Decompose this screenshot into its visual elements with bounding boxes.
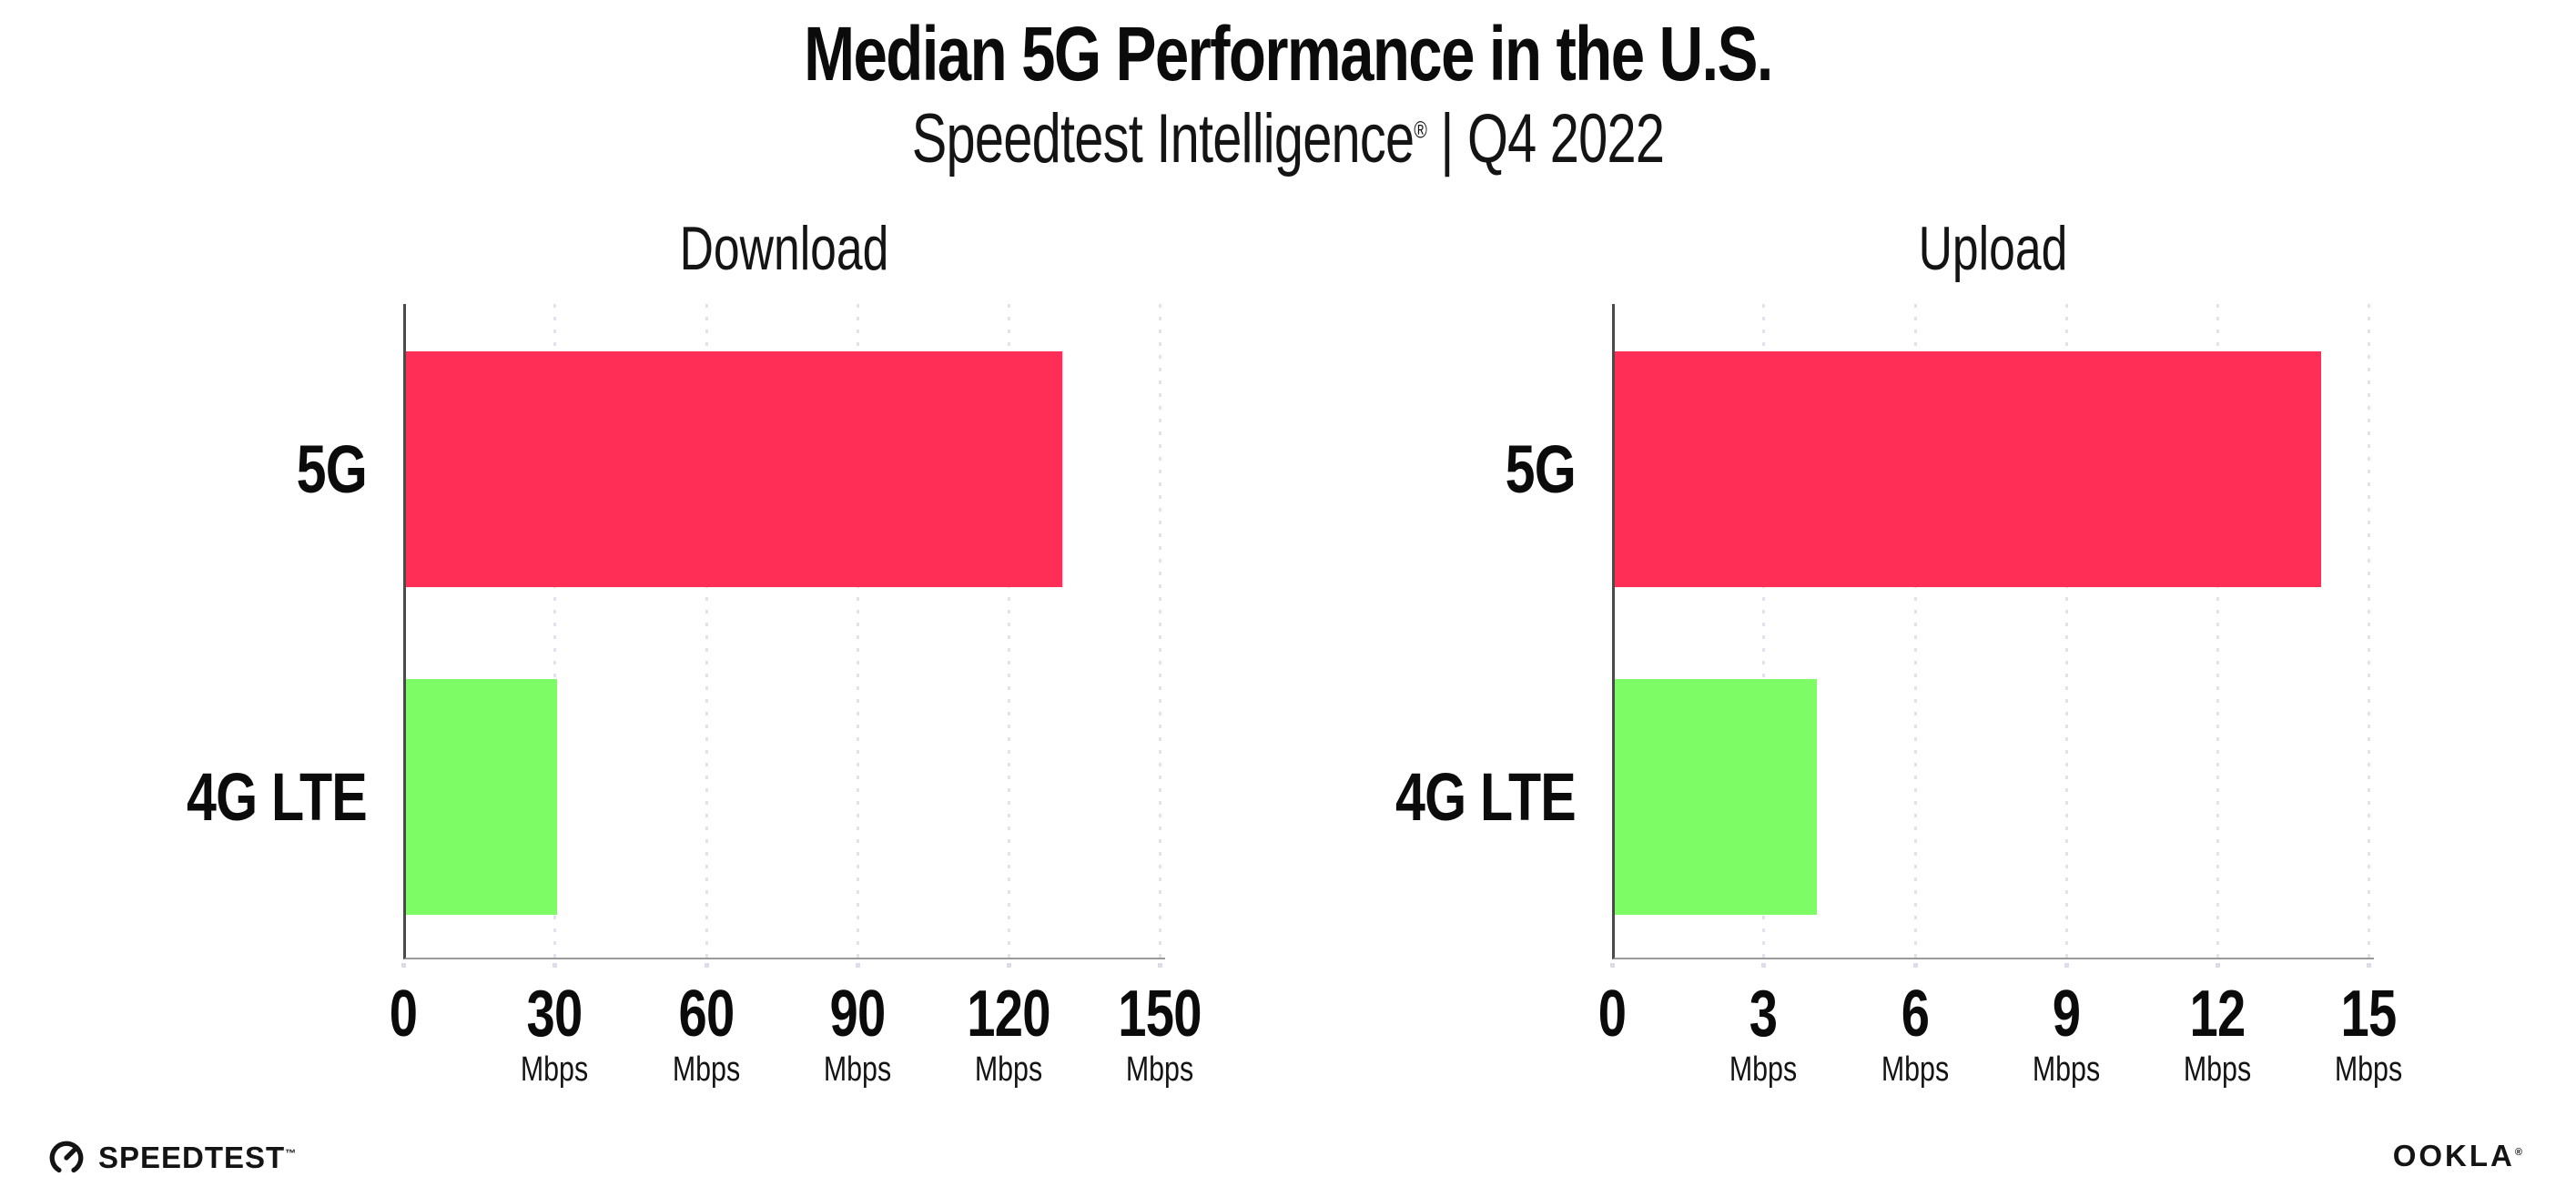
axis-tick-dot-120 <box>1007 963 1012 968</box>
ookla-wordmark: OOKLA® <box>2393 1139 2525 1172</box>
upload-plot-area <box>1612 304 2374 959</box>
bar-4g-lte <box>1615 679 1817 915</box>
upload-chart-title: Upload <box>1918 214 2068 283</box>
speedtest-label: SPEEDTEST <box>98 1141 286 1174</box>
x-tick-150: 150 Mbps <box>1078 981 1242 1087</box>
axis-tick-dot-12 <box>2216 963 2221 968</box>
page-subtitle: Speedtest Intelligence® | Q4 2022 <box>309 99 2267 178</box>
x-tick-unit: Mbps <box>823 1050 892 1089</box>
x-tick-unit: Mbps <box>2335 1050 2403 1089</box>
x-tick-unit: Mbps <box>1126 1050 1194 1089</box>
x-tick-0: 0 <box>1530 981 1694 1047</box>
x-tick-unit: Mbps <box>974 1050 1043 1089</box>
x-tick-unit: Mbps <box>672 1050 740 1089</box>
x-tick-9: 9 Mbps <box>1984 981 2148 1087</box>
x-tick-90: 90 Mbps <box>776 981 939 1087</box>
x-tick-value: 150 <box>1118 978 1202 1050</box>
x-tick-value: 90 <box>829 978 886 1050</box>
x-tick-value: 0 <box>389 978 418 1050</box>
x-tick-value: 9 <box>2052 978 2081 1050</box>
gridline-90 <box>856 304 859 958</box>
x-tick-15: 15 Mbps <box>2287 981 2450 1087</box>
y-label-4g-lte: 4G LTE <box>1394 758 1577 835</box>
gridline-12 <box>2216 304 2220 958</box>
gridline-150 <box>1159 304 1162 958</box>
speedtest-wordmark: SPEEDTEST™ <box>98 1141 297 1175</box>
axis-tick-dot-15 <box>2367 963 2372 968</box>
y-label-5g: 5G <box>1505 431 1577 507</box>
axis-tick-dot-30 <box>553 963 558 968</box>
y-label-4g-lte: 4G LTE <box>186 758 368 835</box>
download-plot-area <box>403 304 1165 959</box>
x-tick-unit: Mbps <box>1881 1050 1949 1089</box>
x-tick-value: 0 <box>1597 978 1627 1050</box>
gridline-3 <box>1762 304 1766 958</box>
x-tick-value: 60 <box>678 978 735 1050</box>
axis-tick-dot-9 <box>2064 963 2069 968</box>
y-label-5g: 5G <box>296 431 368 507</box>
axis-tick-dot-6 <box>1912 963 1918 968</box>
gridline-15 <box>2368 304 2371 958</box>
axis-tick-dot-90 <box>855 963 860 968</box>
bar-5g <box>406 351 1062 587</box>
x-tick-value: 6 <box>1901 978 1929 1050</box>
x-tick-3: 3 Mbps <box>1681 981 1845 1087</box>
x-tick-unit: Mbps <box>521 1050 589 1089</box>
axis-tick-dot-3 <box>1761 963 1767 968</box>
bar-5g <box>1615 351 2322 587</box>
subtitle-product: Speedtest Intelligence <box>911 99 1415 178</box>
axis-tick-dot-60 <box>704 963 709 968</box>
x-tick-0: 0 <box>321 981 485 1047</box>
subtitle-period: Q4 2022 <box>1466 99 1665 178</box>
x-tick-6: 6 Mbps <box>1833 981 1997 1087</box>
axis-tick-dot-150 <box>1158 963 1163 968</box>
registered-mark-ookla: ® <box>2514 1147 2525 1158</box>
x-tick-unit: Mbps <box>2183 1050 2252 1089</box>
download-chart-title: Download <box>679 214 889 283</box>
gridline-30 <box>553 304 557 958</box>
x-tick-unit: Mbps <box>2032 1050 2101 1089</box>
x-tick-30: 30 Mbps <box>472 981 636 1087</box>
header: Median 5G Performance in the U.S. Speedt… <box>0 13 2576 176</box>
axis-tick-dot-0 <box>401 963 406 968</box>
x-tick-12: 12 Mbps <box>2135 981 2299 1087</box>
speedtest-logo: SPEEDTEST™ <box>47 1139 297 1177</box>
gridline-60 <box>705 304 708 958</box>
x-tick-value: 15 <box>2340 978 2398 1050</box>
ookla-label: OOKLA <box>2392 1139 2515 1172</box>
ookla-logo: OOKLA® <box>2393 1139 2525 1173</box>
x-tick-120: 120 Mbps <box>927 981 1090 1087</box>
gridline-6 <box>1913 304 1917 958</box>
x-tick-value: 120 <box>967 978 1050 1050</box>
subtitle-separator: | <box>1440 99 1454 178</box>
x-tick-value: 12 <box>2189 978 2246 1050</box>
axis-tick-dot-0 <box>1610 963 1615 968</box>
gridline-9 <box>2064 304 2068 958</box>
x-tick-value: 3 <box>1749 978 1778 1050</box>
gridline-120 <box>1008 304 1011 958</box>
page-title: Median 5G Performance in the U.S. <box>804 11 1773 96</box>
x-tick-unit: Mbps <box>1729 1050 1798 1089</box>
x-tick-value: 30 <box>526 978 583 1050</box>
bar-4g-lte <box>406 679 558 915</box>
speedtest-gauge-icon <box>49 1141 84 1175</box>
registered-mark: ® <box>1414 117 1427 144</box>
trademark-mark: ™ <box>285 1147 298 1160</box>
x-tick-60: 60 Mbps <box>624 981 788 1087</box>
